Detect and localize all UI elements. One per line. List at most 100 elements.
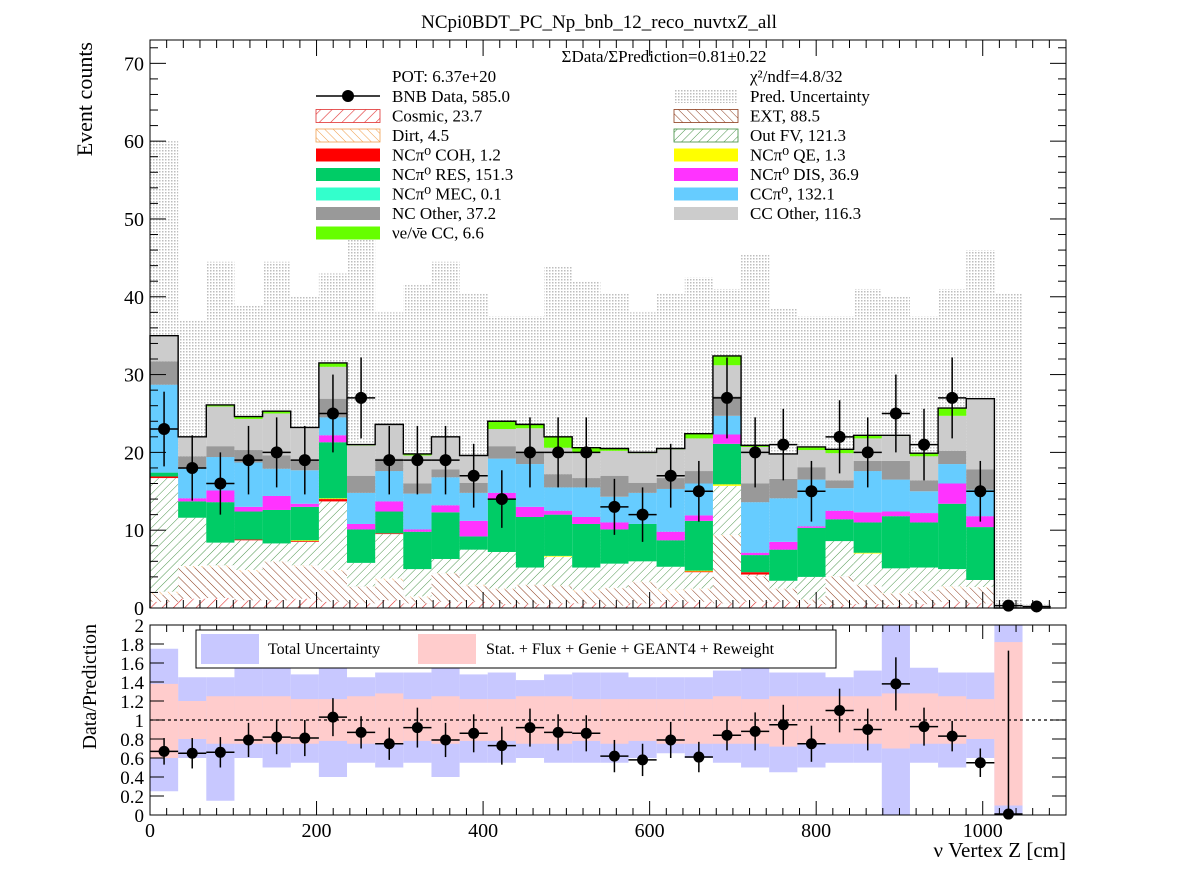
ratio-point-23 xyxy=(805,738,817,750)
stack-layer xyxy=(149,141,1051,609)
legend-label-ncother: NC Other, 37.2 xyxy=(392,204,496,223)
bar-ccother-0 xyxy=(150,335,179,362)
ratio-point-24 xyxy=(834,705,846,716)
bar-cosmic-0 xyxy=(150,601,179,608)
bar-cosmic-10 xyxy=(431,601,460,608)
bar-dirt-21 xyxy=(741,576,770,577)
bar-res-3 xyxy=(234,511,263,540)
bar-ccother-7 xyxy=(347,445,376,476)
ratio-y-tick-label-1: 0.2 xyxy=(120,787,144,808)
bar-ext-19 xyxy=(684,590,713,602)
ratio-legend-swatch-total xyxy=(201,634,259,664)
ratio-point-1 xyxy=(186,747,198,759)
bar-ccother-12 xyxy=(487,429,516,447)
bar-ccother-2 xyxy=(206,406,235,447)
ratio-point-25 xyxy=(862,724,874,735)
x-tick-label-4: 800 xyxy=(801,820,831,842)
legend-swatch-res xyxy=(316,168,380,181)
bar-coh-0 xyxy=(150,476,179,479)
bar-cosmic-18 xyxy=(656,601,685,608)
bar-dis-3 xyxy=(234,506,263,512)
bar-ext-16 xyxy=(600,588,629,606)
ratio-point-8 xyxy=(383,738,395,750)
bar-dirt-19 xyxy=(684,588,713,591)
bar-nue-4 xyxy=(262,411,291,414)
data-point-13 xyxy=(523,446,536,459)
bar-dirt-26 xyxy=(881,593,910,594)
legend-swatch-ccother xyxy=(674,207,738,220)
bar-cosmic-5 xyxy=(290,598,319,608)
bar-ccpi0-14 xyxy=(544,487,573,511)
bar-ext-8 xyxy=(375,580,404,601)
bar-cosmic-25 xyxy=(853,604,882,608)
bar-cosmic-11 xyxy=(459,601,488,608)
bar-res-15 xyxy=(572,523,601,568)
data-point-21 xyxy=(749,446,762,459)
main-axes: 0 10 20 30 40 50 60 70 xyxy=(124,39,1067,620)
data-point-22 xyxy=(777,438,790,451)
ratio-point-10 xyxy=(440,734,452,746)
bar-ext-25 xyxy=(853,585,882,605)
ratio-point-22 xyxy=(777,719,789,731)
ratio-point-29 xyxy=(974,757,986,769)
data-point-7 xyxy=(355,391,368,404)
bar-dis-23 xyxy=(797,526,826,528)
bar-dirt-1 xyxy=(178,565,207,568)
bar-ccother-29 xyxy=(966,398,995,470)
bar-dis-27 xyxy=(909,513,939,523)
bar-res-0 xyxy=(150,472,179,477)
bar-ncother-24 xyxy=(825,480,854,489)
bar-ncother-28 xyxy=(938,450,967,465)
bar-dirt-27 xyxy=(909,590,939,592)
bar-ncother-22 xyxy=(769,478,798,499)
ratio-y-tick-label-5: 1 xyxy=(135,711,145,732)
ratio-legend: Total Uncertainty Stat. + Flux + Genie + … xyxy=(195,629,837,669)
bar-outfv-29 xyxy=(966,579,995,587)
bar-ncother-0 xyxy=(150,361,179,385)
bar-res-20 xyxy=(712,443,742,485)
ratio-y-tick-label-9: 1.8 xyxy=(120,635,144,656)
bar-ext-29 xyxy=(966,587,995,604)
bar-dirt-2 xyxy=(206,565,235,568)
bar-dirt-6 xyxy=(318,569,348,572)
bar-outfv-5 xyxy=(290,541,319,566)
bar-dirt-14 xyxy=(544,585,573,587)
bar-ccpi0-26 xyxy=(881,479,910,512)
bar-outfv-10 xyxy=(431,558,460,573)
legend-label-nue: νe/ν̄e CC, 6.6 xyxy=(392,224,484,243)
bar-ccpi0-21 xyxy=(741,502,770,553)
bar-outfv-6 xyxy=(318,501,348,570)
bar-cosmic-9 xyxy=(403,603,432,608)
bar-outfv-4 xyxy=(262,543,291,562)
bar-dirt-28 xyxy=(938,586,967,589)
bar-outfv-18 xyxy=(656,566,685,590)
bar-dirt-25 xyxy=(853,584,882,586)
bar-res-14 xyxy=(544,514,573,556)
y-tick-label-7: 70 xyxy=(124,53,144,75)
bar-res-16 xyxy=(600,529,629,564)
bar-cosmic-12 xyxy=(487,604,516,608)
bar-ext-5 xyxy=(290,566,319,599)
data-point-30 xyxy=(1002,599,1015,612)
y-tick-label-1: 10 xyxy=(124,520,144,542)
bar-coh-19 xyxy=(684,571,713,573)
bar-dirt-8 xyxy=(375,578,404,581)
x-tick-label-5: 1000 xyxy=(963,820,1003,842)
bar-coh-8 xyxy=(375,533,404,535)
legend-swatch-coh xyxy=(316,148,380,162)
ratio-legend-swatch-stat xyxy=(418,634,476,664)
x-axis-label: ν Vertex Z [cm] xyxy=(933,838,1066,862)
chart-title: NCpi0BDT_PC_Np_bnb_12_reco_nuvtxZ_all xyxy=(421,12,777,33)
bar-dis-22 xyxy=(769,541,798,550)
bar-dis-20 xyxy=(712,434,742,444)
legend-swatch-outfv xyxy=(673,128,739,143)
data-points-layer xyxy=(150,357,1051,613)
bar-res-18 xyxy=(656,540,685,567)
bar-nue-6 xyxy=(318,362,348,367)
bar-res-9 xyxy=(403,531,432,570)
data-point-25 xyxy=(861,446,874,459)
bar-ccpi0-22 xyxy=(769,498,798,542)
x-tick-label-0: 0 xyxy=(145,820,155,842)
bar-outfv-0 xyxy=(150,478,179,592)
